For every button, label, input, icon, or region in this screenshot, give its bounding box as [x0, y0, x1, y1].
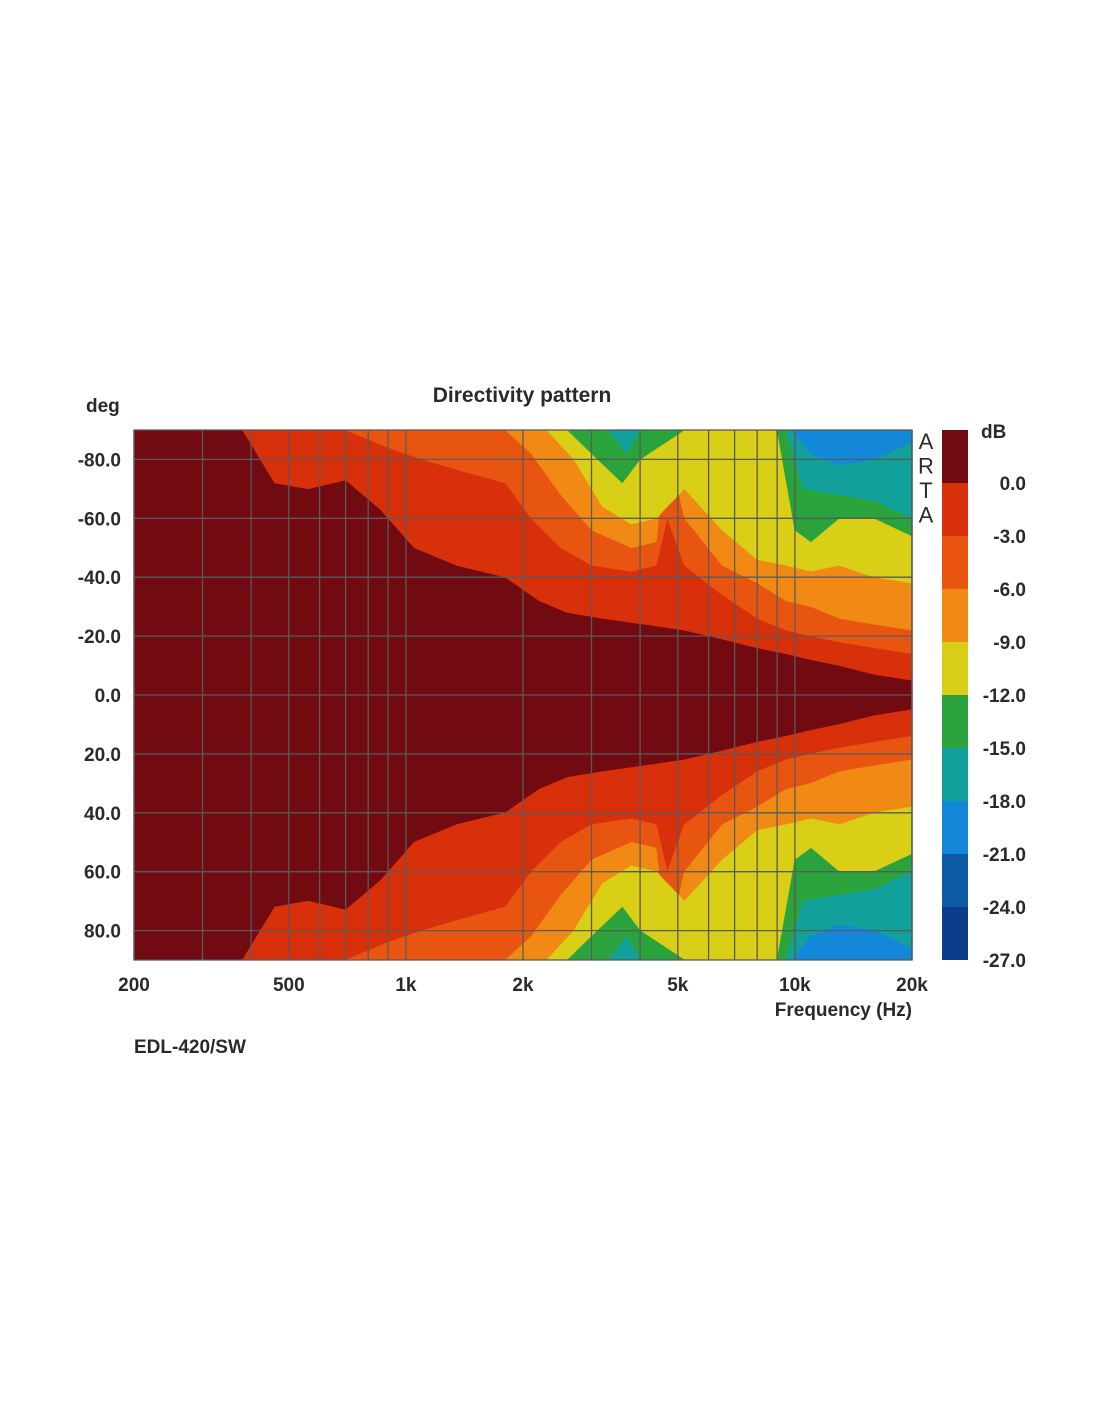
colorbar-label: -9.0: [993, 633, 1026, 654]
x-tick-label: 1k: [395, 975, 417, 996]
x-tick-label: 10k: [779, 975, 811, 996]
x-tick-label: 200: [118, 975, 150, 996]
y-tick-label: -40.0: [78, 568, 121, 589]
x-axis-label: Frequency (Hz): [775, 1000, 912, 1021]
colorbar-label: -24.0: [983, 898, 1026, 919]
watermark-letter: A: [919, 429, 934, 454]
colorbar-label: -27.0: [983, 951, 1026, 972]
colorbar-label: 0.0: [1000, 474, 1026, 495]
colorbar-swatch: [942, 695, 968, 748]
y-tick-label: 20.0: [84, 745, 121, 766]
y-tick-label: 60.0: [84, 863, 121, 884]
colorbar-label: -15.0: [983, 739, 1026, 760]
colorbar-swatch: [942, 748, 968, 801]
colorbar-swatch: [942, 801, 968, 854]
y-tick-label: 0.0: [95, 686, 121, 707]
plot-frame: [133, 429, 913, 961]
colorbar-label: -6.0: [993, 580, 1026, 601]
x-tick-label: 20k: [896, 975, 928, 996]
watermark-letter: R: [918, 454, 934, 479]
heatmap-band-minus12-bottom: [134, 806, 912, 960]
x-tick-label: 500: [273, 975, 305, 996]
colorbar-label: -3.0: [993, 527, 1026, 548]
watermark-letter: T: [919, 478, 932, 503]
x-tick-label: 2k: [512, 975, 534, 996]
colorbar-swatch: [942, 430, 968, 483]
colorbar-swatch: [942, 642, 968, 695]
y-axis-label: deg: [86, 396, 120, 417]
heatmap-band-minus12-top: [134, 430, 912, 584]
colorbar-swatch: [942, 907, 968, 960]
chart-title: Directivity pattern: [433, 384, 612, 407]
y-tick-label: 80.0: [84, 922, 121, 943]
colorbar-label: -12.0: [983, 686, 1026, 707]
y-tick-label: -20.0: [78, 627, 121, 648]
colorbar-swatch: [942, 589, 968, 642]
x-tick-labels: 200 500 1k 2k 5k 10k 20k: [118, 975, 928, 996]
colorbar: 0.0 -3.0 -6.0 -9.0 -12.0 -15.0 -18.0 -21.0 -24.0…: [942, 430, 1026, 972]
colorbar-swatch: [942, 854, 968, 907]
y-tick-label: 40.0: [84, 804, 121, 825]
colorbar-swatch: [942, 536, 968, 589]
colorbar-label: -21.0: [983, 845, 1026, 866]
colorbar-swatch: [942, 483, 968, 536]
model-caption: EDL-420/SW: [134, 1037, 246, 1058]
grid-lines: [133, 429, 913, 961]
y-tick-labels: -80.0 -60.0 -40.0 -20.0 0.0 20.0 40.0 60.0 80.0: [78, 450, 121, 942]
y-tick-label: -80.0: [78, 450, 121, 471]
x-tick-label: 5k: [667, 975, 689, 996]
y-tick-label: -60.0: [78, 509, 121, 530]
colorbar-label: -18.0: [983, 792, 1026, 813]
colorbar-unit-label: dB: [981, 422, 1006, 443]
watermark-letter: A: [919, 503, 934, 528]
